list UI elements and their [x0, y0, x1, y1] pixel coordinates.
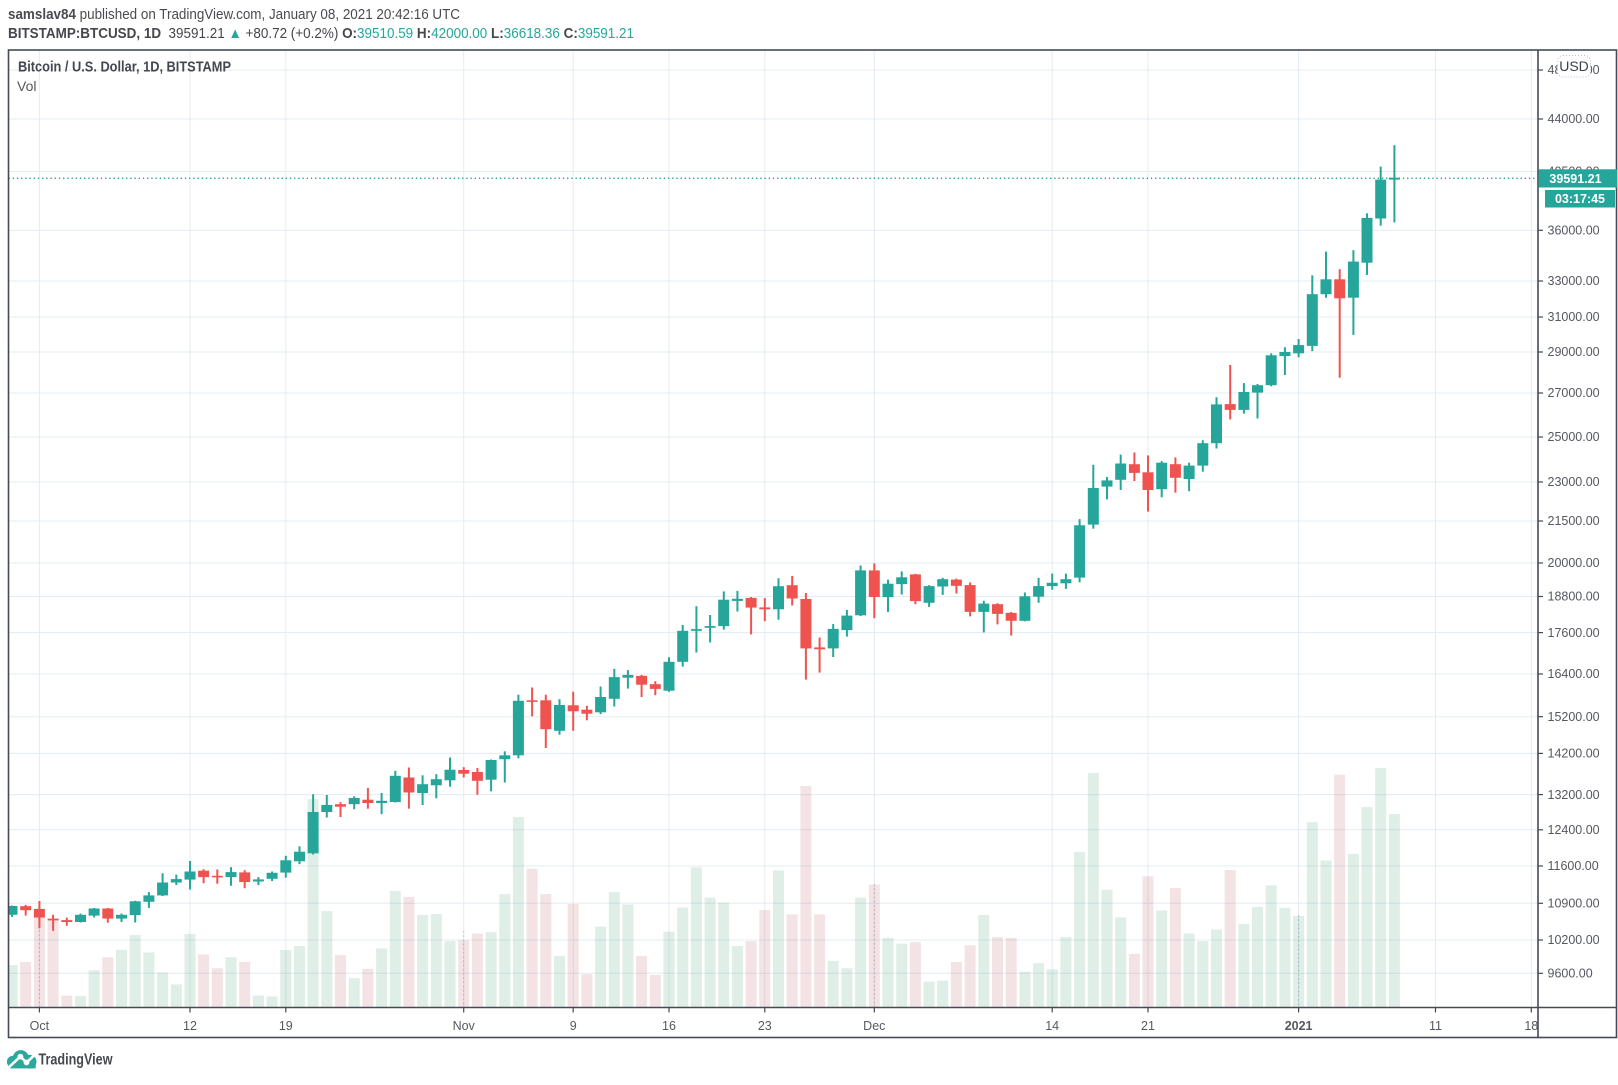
svg-text:Dec: Dec: [863, 1019, 885, 1033]
svg-text:Bitcoin / U.S. Dollar, 1D, BIT: Bitcoin / U.S. Dollar, 1D, BITSTAMP: [18, 60, 231, 76]
svg-text:12: 12: [183, 1019, 197, 1033]
svg-text:23: 23: [758, 1019, 772, 1033]
svg-text:39591.21: 39591.21: [1549, 172, 1601, 186]
svg-text:12400.00: 12400.00: [1548, 823, 1600, 837]
svg-text:29000.00: 29000.00: [1548, 345, 1600, 359]
svg-text:44000.00: 44000.00: [1548, 112, 1600, 126]
svg-text:USD: USD: [1559, 58, 1589, 74]
svg-text:03:17:45: 03:17:45: [1555, 192, 1605, 206]
svg-text:18: 18: [1524, 1019, 1538, 1033]
svg-text:21500.00: 21500.00: [1548, 514, 1600, 528]
svg-text:Nov: Nov: [453, 1019, 476, 1033]
svg-text:23000.00: 23000.00: [1548, 475, 1600, 489]
svg-text:20000.00: 20000.00: [1548, 556, 1600, 570]
svg-text:11600.00: 11600.00: [1548, 859, 1599, 873]
svg-text:11: 11: [1429, 1019, 1442, 1033]
svg-text:TradingView: TradingView: [39, 1052, 114, 1069]
svg-text:16400.00: 16400.00: [1548, 667, 1600, 681]
svg-text:10900.00: 10900.00: [1548, 897, 1600, 911]
svg-text:15200.00: 15200.00: [1548, 710, 1600, 724]
svg-text:BITSTAMP:BTCUSD, 1D 39591.21: BITSTAMP:BTCUSD, 1D 39591.21 ▲ +80.72 (+…: [8, 26, 634, 42]
svg-text:samslav84 published on Trading: samslav84 published on TradingView.com, …: [8, 7, 460, 23]
svg-text:25000.00: 25000.00: [1548, 430, 1600, 444]
svg-text:9600.00: 9600.00: [1548, 967, 1593, 981]
svg-text:13200.00: 13200.00: [1548, 788, 1600, 802]
svg-text:21: 21: [1141, 1019, 1155, 1033]
svg-text:17600.00: 17600.00: [1548, 626, 1600, 640]
svg-text:9: 9: [570, 1019, 577, 1033]
svg-text:10200.00: 10200.00: [1548, 933, 1600, 947]
svg-text:33000.00: 33000.00: [1548, 274, 1600, 288]
svg-text:19: 19: [279, 1019, 293, 1033]
svg-text:2021: 2021: [1285, 1019, 1313, 1033]
svg-text:Vol: Vol: [17, 78, 36, 94]
svg-text:14200.00: 14200.00: [1548, 747, 1600, 761]
svg-text:18800.00: 18800.00: [1548, 590, 1600, 604]
svg-text:27000.00: 27000.00: [1548, 386, 1600, 400]
svg-text:31000.00: 31000.00: [1548, 310, 1600, 324]
svg-text:Oct: Oct: [30, 1019, 50, 1033]
svg-text:16: 16: [662, 1019, 676, 1033]
svg-text:14: 14: [1045, 1019, 1059, 1033]
svg-text:36000.00: 36000.00: [1548, 224, 1600, 238]
